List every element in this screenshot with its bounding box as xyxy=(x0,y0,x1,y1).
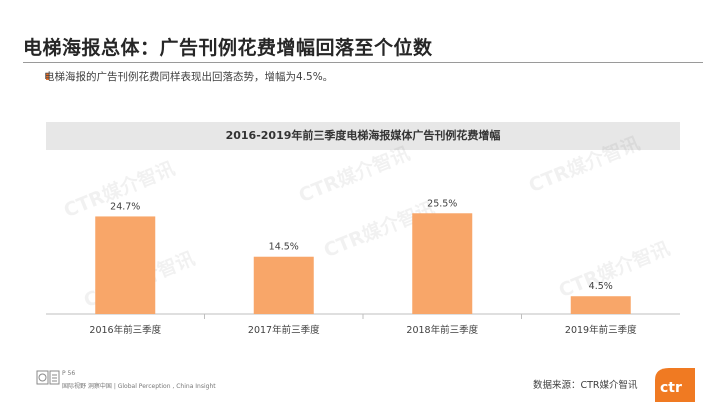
bar-value-label: 14.5% xyxy=(269,242,299,253)
title-divider xyxy=(23,62,703,63)
page-title: 电梯海报总体：广告刊例花费增幅回落至个位数 xyxy=(23,37,433,59)
bar xyxy=(95,216,156,314)
ctr-logo-icon: ctr xyxy=(655,368,695,402)
category-label: 2016年前三季度 xyxy=(89,324,161,336)
bar xyxy=(253,256,314,314)
category-label: 2018年前三季度 xyxy=(406,324,478,336)
certification-badge-icon xyxy=(36,370,60,385)
bar xyxy=(412,213,473,314)
bullet-marker-icon xyxy=(46,73,49,80)
ctr-logo-text: ctr xyxy=(660,380,682,396)
bar xyxy=(570,296,631,314)
chart-header-band: 2016-2019年前三季度电梯海报媒体广告刊例花费增幅 xyxy=(46,122,680,150)
summary-bullet: 电梯海报的广告刊例花费同样表现出回落态势，增幅为4.5%。 xyxy=(44,71,334,83)
category-label: 2017年前三季度 xyxy=(248,324,320,336)
bar-value-label: 25.5% xyxy=(427,198,457,209)
data-source: 数据来源：CTR媒介智讯 xyxy=(533,380,638,391)
bar-value-label: 4.5% xyxy=(589,281,613,292)
footer-tagline: 国际视野 洞察中国 | Global Perception , China In… xyxy=(62,383,216,390)
chart-title: 2016-2019年前三季度电梯海报媒体广告刊例花费增幅 xyxy=(225,129,501,142)
category-label: 2019年前三季度 xyxy=(565,324,637,336)
bar-chart: 24.7% 2016年前三季度 14.5% 2017年前三季度 25.5% 2018年前三… xyxy=(46,198,680,336)
page-number: P 56 xyxy=(62,370,76,377)
bar-value-label: 24.7% xyxy=(110,201,140,212)
